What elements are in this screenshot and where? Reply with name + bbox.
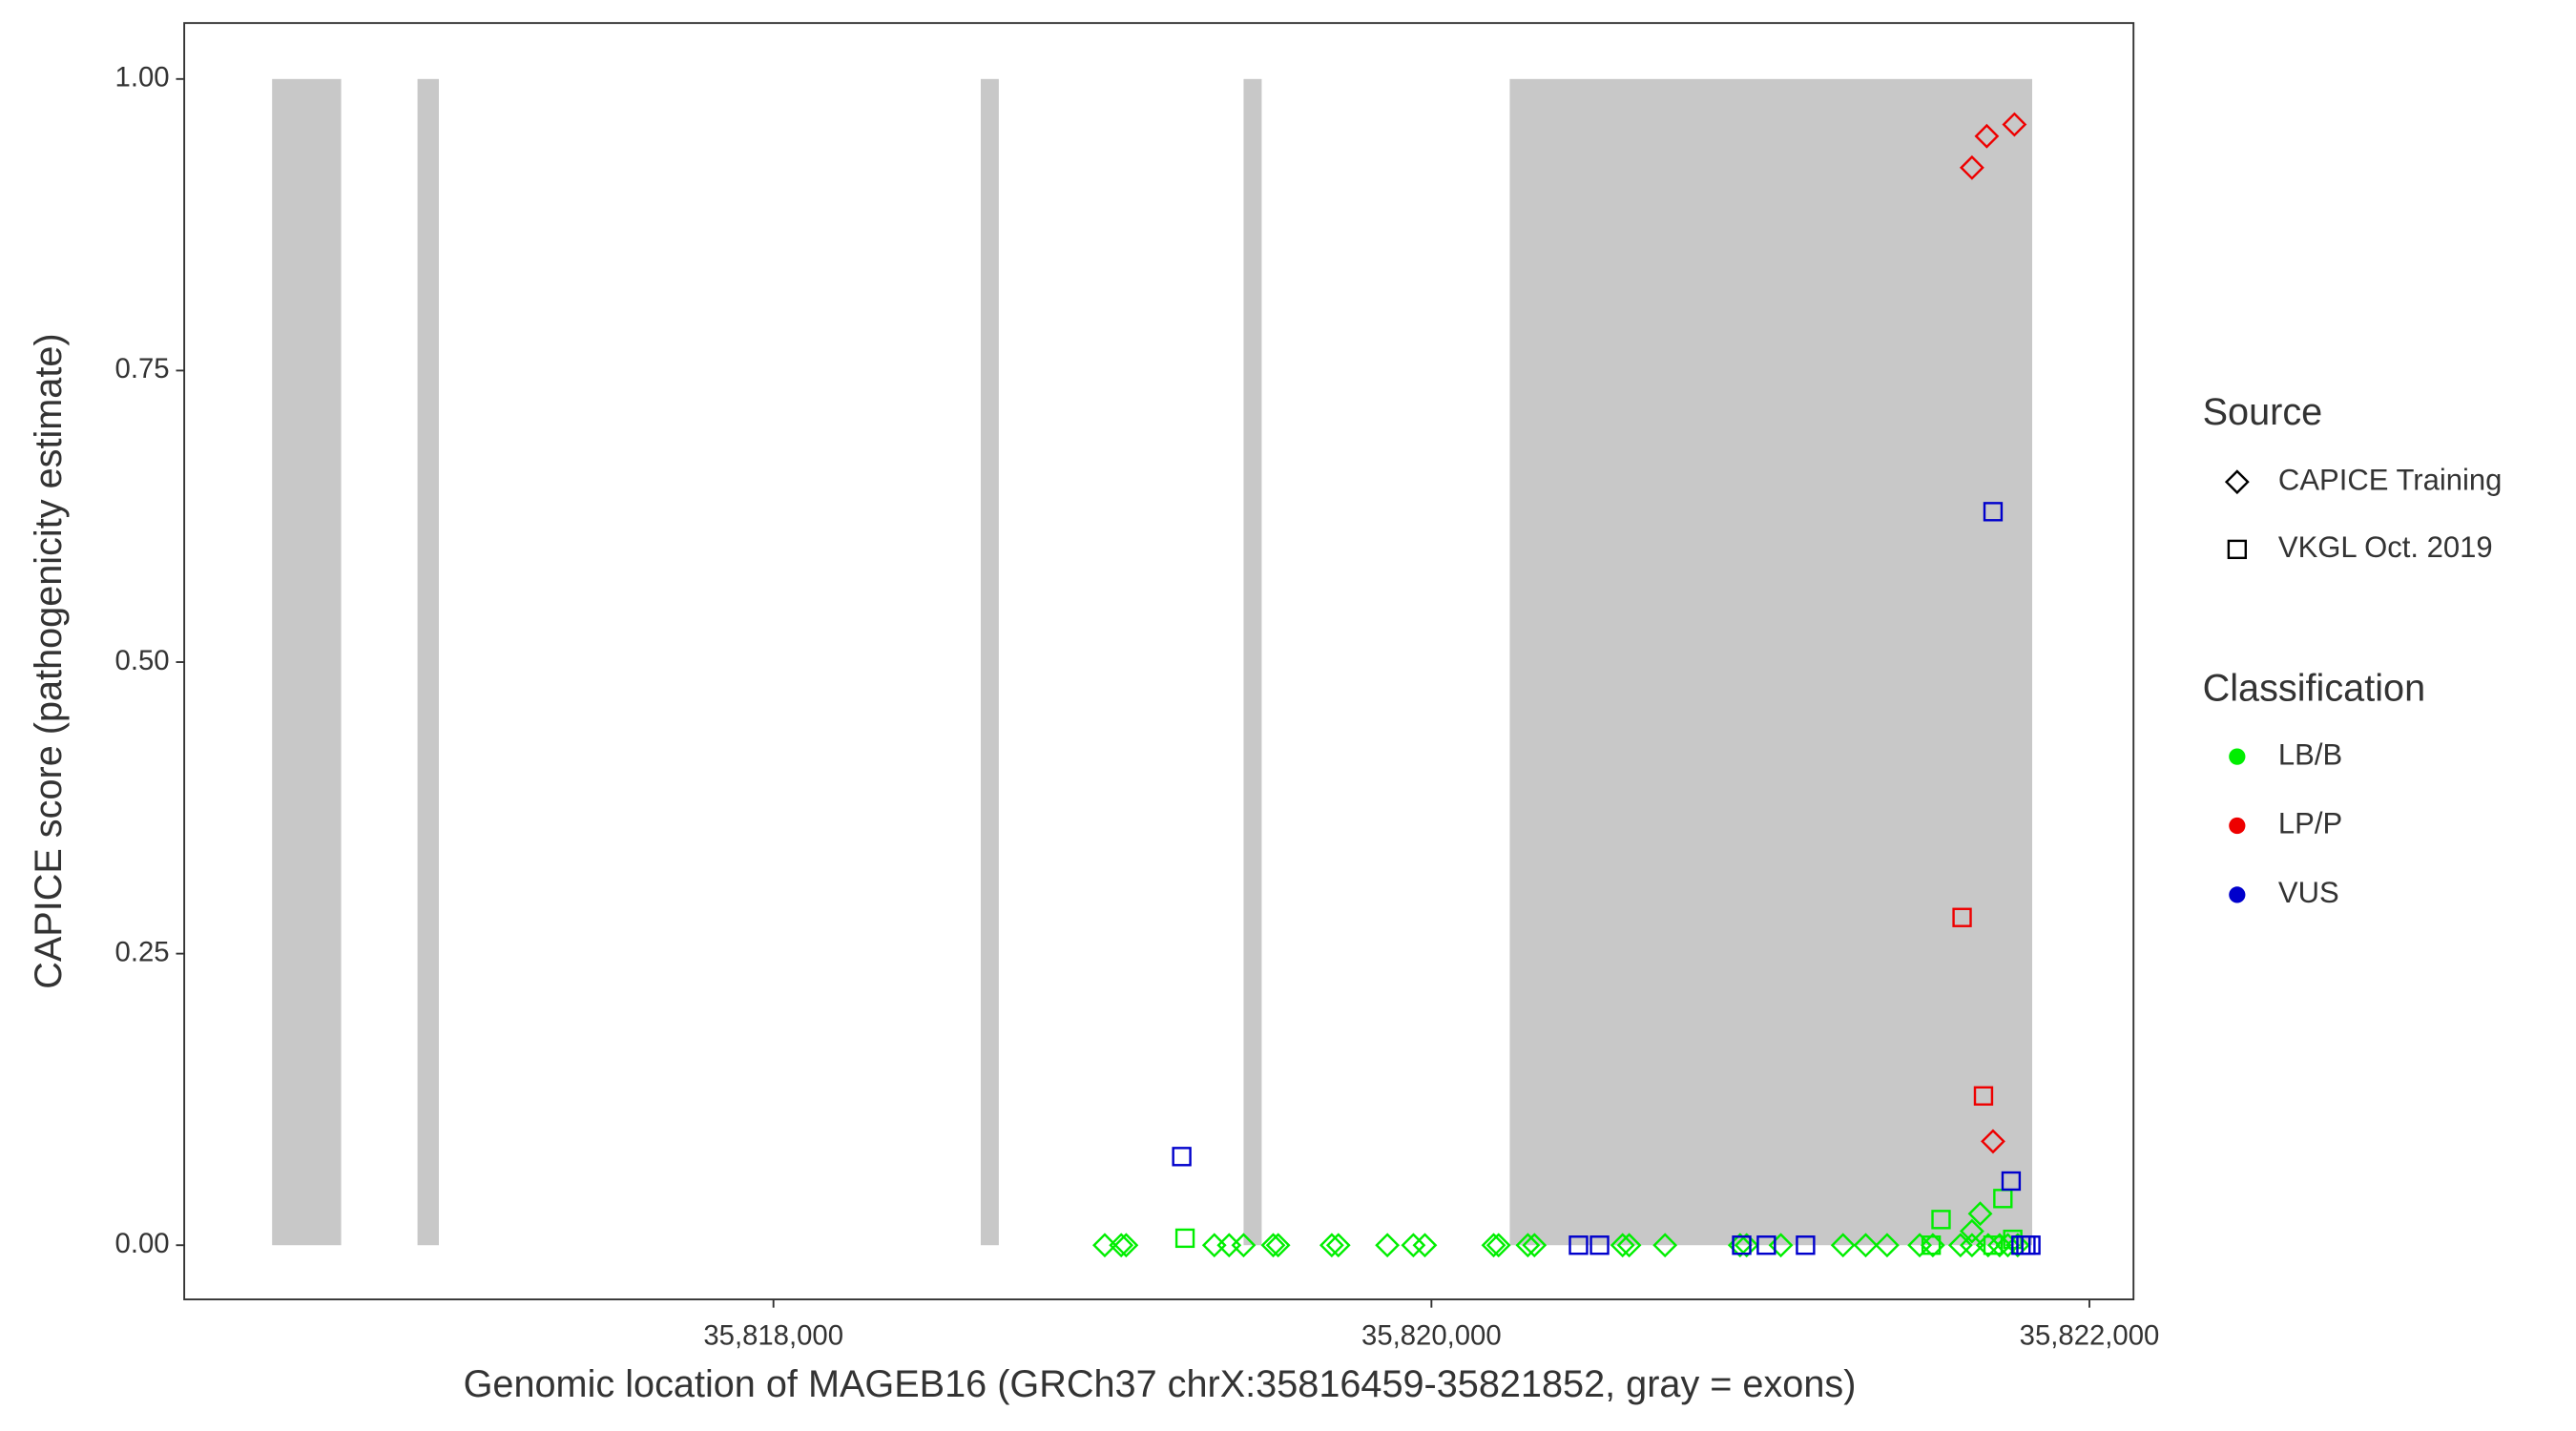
point bbox=[1947, 1233, 1973, 1258]
point bbox=[1174, 1228, 1195, 1249]
y-tick-label: 1.00 bbox=[115, 62, 170, 93]
point bbox=[1952, 907, 1972, 927]
legend-label: VKGL Oct. 2019 bbox=[2278, 530, 2493, 564]
legend-key bbox=[2229, 886, 2246, 903]
point bbox=[1485, 1233, 1511, 1258]
point bbox=[1092, 1233, 1117, 1258]
legend-key bbox=[2227, 539, 2248, 560]
point bbox=[1875, 1233, 1900, 1258]
point bbox=[1986, 1233, 2012, 1258]
point bbox=[2005, 1233, 2030, 1258]
y-tick-label: 0.00 bbox=[115, 1228, 170, 1259]
exon bbox=[1243, 78, 1262, 1246]
point bbox=[1481, 1233, 1506, 1258]
point bbox=[1967, 1201, 1993, 1227]
point bbox=[1973, 1086, 1994, 1106]
point bbox=[1830, 1233, 1856, 1258]
y-axis-title: CAPICE score (pathogenicity estimate) bbox=[28, 333, 70, 988]
legend-key bbox=[2229, 817, 2246, 835]
point bbox=[1652, 1233, 1678, 1258]
point bbox=[1959, 155, 1984, 180]
point bbox=[1734, 1233, 1759, 1258]
legend-key bbox=[2224, 469, 2250, 495]
legend-label: VUS bbox=[2278, 876, 2339, 909]
point bbox=[1921, 1235, 1942, 1255]
point bbox=[1325, 1233, 1351, 1258]
y-tick-label: 0.25 bbox=[115, 936, 170, 967]
point bbox=[1412, 1233, 1438, 1258]
point bbox=[1616, 1233, 1642, 1258]
point bbox=[1401, 1233, 1426, 1258]
legend-label: LP/P bbox=[2278, 807, 2342, 840]
point bbox=[1231, 1233, 1257, 1258]
point bbox=[1796, 1235, 1816, 1255]
point bbox=[1732, 1235, 1752, 1255]
point bbox=[1515, 1233, 1541, 1258]
point bbox=[1974, 123, 2000, 149]
x-tick-label: 35,820,000 bbox=[1361, 1319, 1502, 1351]
point bbox=[2001, 1171, 2022, 1192]
point bbox=[1113, 1233, 1139, 1258]
exon bbox=[417, 78, 439, 1246]
point bbox=[1319, 1233, 1344, 1258]
y-tick-label: 0.75 bbox=[115, 353, 170, 384]
legend-label: CAPICE Training bbox=[2278, 463, 2502, 496]
point bbox=[1983, 502, 2004, 522]
point bbox=[1375, 1233, 1401, 1258]
point bbox=[1172, 1147, 1192, 1167]
point bbox=[1983, 1235, 2004, 1255]
exon bbox=[272, 78, 342, 1246]
point bbox=[2002, 112, 2027, 137]
y-tick-label: 0.50 bbox=[115, 645, 170, 676]
point bbox=[1981, 1129, 2005, 1154]
point bbox=[1109, 1233, 1134, 1258]
point bbox=[1756, 1235, 1776, 1255]
point bbox=[1959, 1233, 1984, 1258]
point bbox=[1853, 1233, 1879, 1258]
point bbox=[1975, 1233, 2001, 1258]
legend-title: Source bbox=[2203, 391, 2323, 433]
point bbox=[1959, 1218, 1984, 1244]
point bbox=[1260, 1233, 1286, 1258]
point bbox=[1589, 1235, 1610, 1255]
point bbox=[1931, 1210, 1951, 1230]
point bbox=[1768, 1233, 1794, 1258]
legend-label: LB/B bbox=[2278, 737, 2342, 771]
legend-title: Classification bbox=[2203, 668, 2426, 710]
exon bbox=[980, 78, 999, 1246]
exon bbox=[1509, 78, 2032, 1246]
point bbox=[1568, 1235, 1589, 1255]
point bbox=[2021, 1235, 2041, 1255]
point bbox=[1265, 1233, 1291, 1258]
x-tick-label: 35,818,000 bbox=[703, 1319, 843, 1351]
x-axis-title: Genomic location of MAGEB16 (GRCh37 chrX… bbox=[464, 1363, 1857, 1405]
legend-key bbox=[2229, 748, 2246, 765]
point bbox=[1522, 1233, 1548, 1258]
point bbox=[1610, 1233, 1635, 1258]
x-tick-label: 35,822,000 bbox=[2020, 1319, 2160, 1351]
